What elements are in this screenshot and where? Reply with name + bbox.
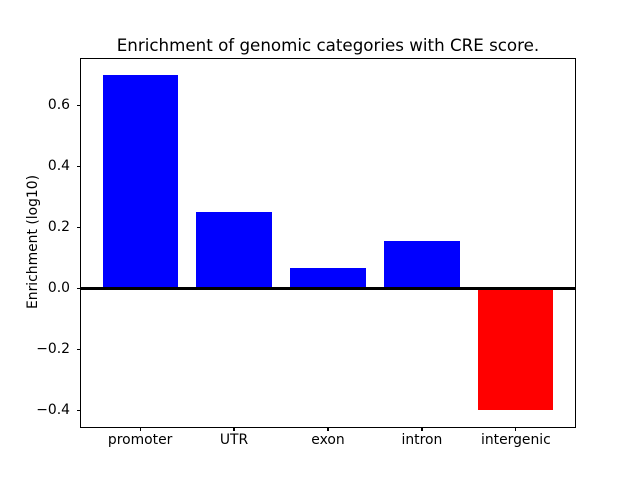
x-tick-label-promoter: promoter [107,432,173,448]
y-tick-label: 0.0 [47,280,70,297]
y-tick-label: −0.4 [36,402,70,419]
y-tick [76,226,80,229]
x-tick [515,427,517,431]
bar-exon [290,267,366,289]
y-tick [76,165,80,168]
x-tick [327,427,329,431]
bar-intron [384,240,460,289]
x-tick [233,427,235,431]
y-tick [76,287,80,290]
y-tick-label: 0.2 [47,219,70,236]
x-tick [139,427,141,431]
y-tick [76,104,80,107]
bar-promoter [102,74,178,289]
x-tick-label-exon: exon [311,432,345,448]
x-tick-label-UTR: UTR [219,432,249,448]
x-tick [421,427,423,431]
y-tick-label: 0.6 [47,97,70,114]
bar-UTR [196,212,272,289]
x-tick-label-intron: intron [401,432,443,448]
y-tick-label: −0.2 [36,341,70,358]
bar-intergenic [478,288,554,411]
y-tick [76,409,80,411]
zero-line [80,287,576,290]
chart-title: Enrichment of genomic categories with CR… [116,35,540,55]
y-tick [76,348,80,351]
y-tick-label: 0.4 [47,158,70,175]
x-tick-label-intergenic: intergenic [480,432,551,448]
